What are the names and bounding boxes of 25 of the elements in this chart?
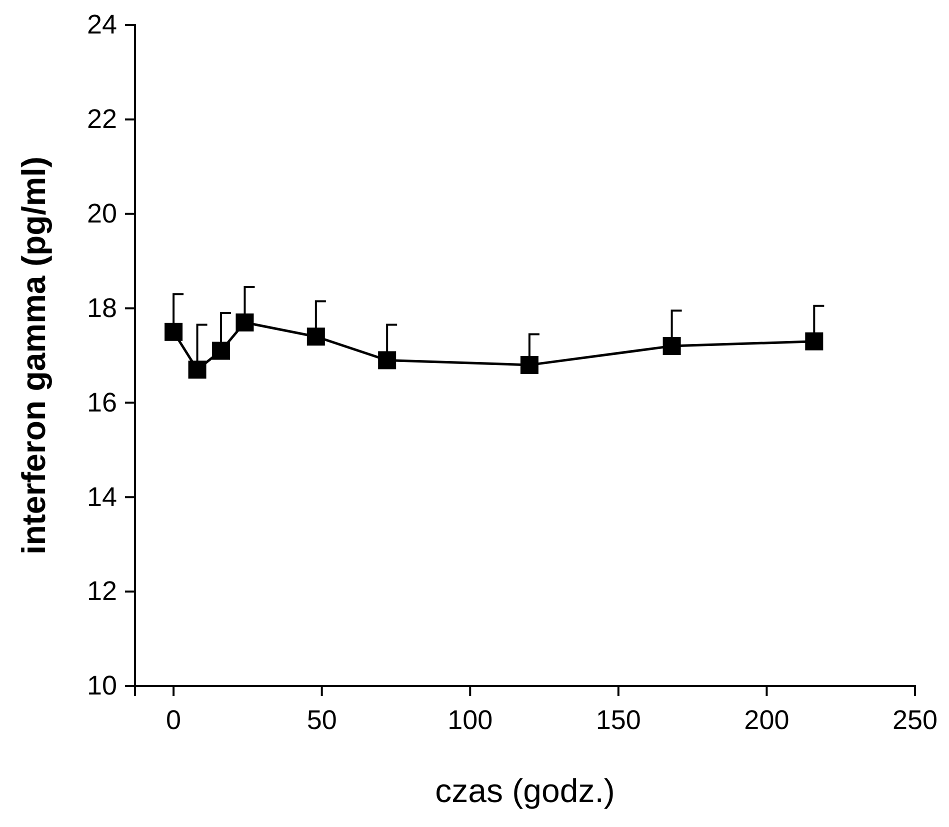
- point: [164, 322, 183, 341]
- y-tick-label: 16: [86, 387, 117, 418]
- point: [212, 342, 230, 360]
- point: [378, 351, 396, 370]
- y-tick-label: 10: [86, 670, 117, 701]
- x-tick-label: 150: [596, 705, 641, 736]
- y-tick-label: 22: [86, 104, 117, 134]
- point: [236, 313, 254, 332]
- x-tick-label: 100: [448, 705, 493, 736]
- y-tick-label: 12: [86, 576, 117, 606]
- point: [662, 337, 681, 356]
- x-tick-label: 0: [166, 705, 182, 736]
- x-tick-label: 250: [892, 705, 938, 736]
- y-axis-title: interferon gamma (pg/ml): [15, 156, 52, 554]
- y-tick-label: 24: [86, 10, 117, 40]
- y-tick-label: 18: [86, 292, 117, 323]
- point: [805, 332, 824, 350]
- point: [188, 360, 206, 379]
- point: [520, 356, 538, 374]
- y-tick-label: 14: [86, 482, 117, 512]
- y-tick-label: 20: [86, 198, 117, 228]
- point: [306, 328, 325, 346]
- x-tick-label: 50: [306, 705, 337, 736]
- x-tick-label: 200: [744, 705, 790, 736]
- x-axis-title: czas (godz.): [435, 772, 615, 809]
